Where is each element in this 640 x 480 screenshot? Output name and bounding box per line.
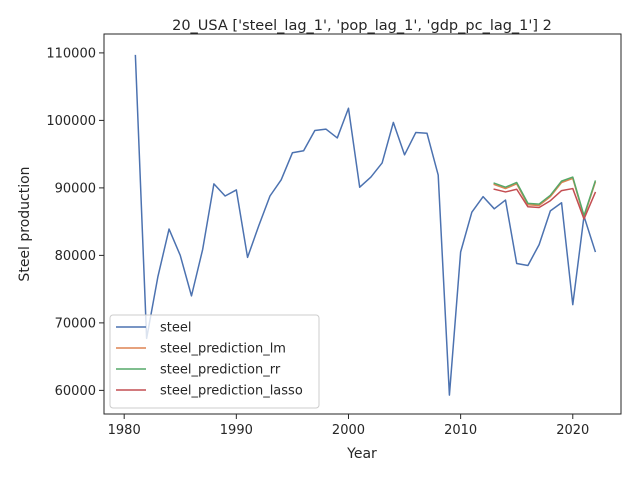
y-tick-label: 110000	[46, 46, 96, 61]
legend-box	[109, 314, 320, 409]
legend-label-steel-prediction-rr: steel_prediction_rr	[160, 363, 281, 378]
x-tick-label: 2020	[556, 423, 589, 438]
y-tick-label: 90000	[55, 181, 96, 196]
legend-label-steel-prediction-lm: steel_prediction_lm	[160, 342, 286, 357]
legend-label-steel-prediction-lasso: steel_prediction_lasso	[160, 384, 303, 399]
legend: steel steel_prediction_lm steel_prediction…	[109, 314, 320, 409]
series-line-steel-prediction-rr	[493, 176, 597, 217]
plot-frame	[103, 33, 622, 415]
y-tick-label: 60000	[55, 384, 96, 399]
y-tick-label: 70000	[55, 316, 96, 331]
x-tick-label: 2000	[332, 423, 365, 438]
x-axis-ticks: 1980 1990 2000 2010 2020	[108, 414, 589, 438]
y-axis-label: Steel production	[17, 166, 33, 281]
y-axis-ticks: 60000 70000 80000 90000 100000 110000	[46, 46, 104, 399]
series-line-steel-prediction-lasso	[493, 187, 597, 220]
x-tick-label: 1990	[220, 423, 253, 438]
chart-title: 20_USA ['steel_lag_1', 'pop_lag_1', 'gdp…	[172, 18, 552, 34]
x-tick-label: 2010	[444, 423, 477, 438]
y-tick-label: 100000	[46, 114, 96, 129]
series-line-steel	[134, 54, 597, 396]
y-tick-label: 80000	[55, 249, 96, 264]
x-axis-label: Year	[346, 446, 377, 462]
x-tick-label: 1980	[108, 423, 141, 438]
series-layer	[134, 54, 597, 396]
legend-label-steel: steel	[160, 321, 191, 336]
